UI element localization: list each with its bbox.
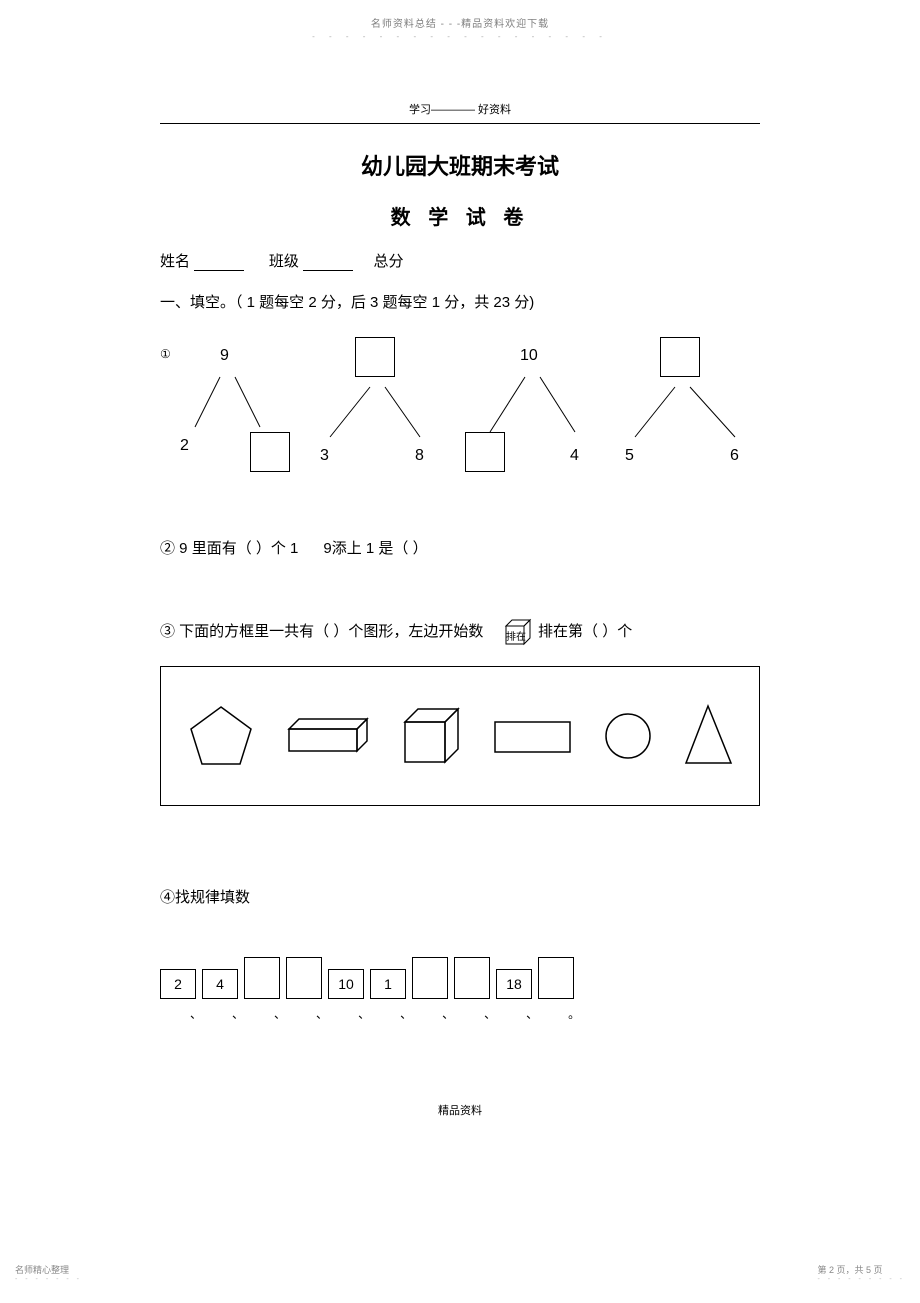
- class-label: 班级: [269, 253, 299, 270]
- sep: 、: [274, 1005, 286, 1022]
- tree1-box: [250, 432, 290, 472]
- tree2-right: 8: [415, 447, 424, 465]
- sub-right: 好资料: [475, 104, 511, 116]
- score-label: 总分: [374, 253, 404, 270]
- svg-text:排在: 排在: [506, 630, 526, 643]
- bottom-left: 名师精心整理 - - - - - - -: [15, 1263, 82, 1283]
- tree4-box: [660, 337, 700, 377]
- q3: ③ 下面的方框里一共有（ ）个图形，左边开始数 排在 排在第（ ）个: [160, 618, 760, 806]
- triangle-icon: [681, 701, 736, 771]
- rectangle-icon: [490, 714, 575, 759]
- tree4-left: 5: [625, 447, 634, 465]
- marker-2: ②: [160, 540, 175, 557]
- tree1-top: 9: [220, 347, 229, 365]
- small-cube-icon: 排在: [504, 618, 534, 646]
- bottom-right-text: 第 2 页，共 5 页: [817, 1263, 905, 1276]
- sep: 、: [526, 1005, 538, 1022]
- tree1-left: 2: [180, 437, 189, 455]
- q2: ② 9 里面有（ ）个 1 9添上 1 是（ ）: [160, 537, 760, 558]
- q3-text1: 下面的方框里一共有（ ）个图形，左边开始数: [175, 623, 483, 640]
- footer-center: 精品资料: [160, 1102, 760, 1118]
- subheader: 学习———— 好资料: [160, 101, 760, 123]
- top-header: 名师资料总结 - - -精品资料欢迎下载: [0, 0, 920, 30]
- q4-text: 找规律填数: [175, 889, 250, 906]
- marker-3: ③: [160, 623, 175, 640]
- seq-box-2: [244, 957, 280, 999]
- bottom-left-dots: - - - - - - -: [15, 1276, 82, 1283]
- seq-box-7: [454, 957, 490, 999]
- tree2-left: 3: [320, 447, 329, 465]
- tree4-lines: [620, 382, 750, 452]
- name-label: 姓名: [160, 253, 190, 270]
- bottom-left-text: 名师精心整理: [15, 1263, 82, 1276]
- sep-end: 。: [568, 1005, 580, 1022]
- circle-icon: [601, 709, 656, 764]
- sep: 、: [190, 1005, 202, 1022]
- sep: 、: [316, 1005, 328, 1022]
- seq-box-4: 10: [328, 969, 364, 999]
- tree2-box: [355, 337, 395, 377]
- header-rule: [160, 123, 760, 124]
- seq-box-0: 2: [160, 969, 196, 999]
- bottom-right-dots: - - - - - - - - -: [817, 1276, 905, 1283]
- tree3-box: [465, 432, 505, 472]
- info-line: 姓名 班级 总分: [160, 250, 760, 271]
- tree4-right: 6: [730, 447, 739, 465]
- seq-box-8: 18: [496, 969, 532, 999]
- cuboid-icon: [284, 711, 374, 761]
- seq-box-5: 1: [370, 969, 406, 999]
- sep: 、: [484, 1005, 496, 1022]
- sep: 、: [232, 1005, 244, 1022]
- tree3-right: 4: [570, 447, 579, 465]
- name-blank: [194, 270, 244, 271]
- page-content: 学习———— 好资料 幼儿园大班期末考试 数 学 试 卷 姓名 班级 总分 一、…: [160, 41, 760, 1118]
- sub-title: 数 学 试 卷: [160, 201, 760, 230]
- sep: 、: [442, 1005, 454, 1022]
- shapes-box: [160, 666, 760, 806]
- pentagon-icon: [184, 699, 259, 774]
- bottom-right: 第 2 页，共 5 页 - - - - - - - - -: [817, 1263, 905, 1283]
- section1-heading: 一、填空。（ 1 题每空 2 分，后 3 题每空 1 分，共 23 分): [160, 291, 760, 312]
- q1-container: ① 9 2 3 8 10 4 5 6: [160, 337, 760, 517]
- q4-sequence: 2 4 10 1 18: [160, 957, 760, 999]
- class-blank: [303, 270, 353, 271]
- marker-1: ①: [160, 347, 171, 361]
- sub-left: 学习: [409, 104, 431, 116]
- seq-separators: 、 、 、 、 、 、 、 、 、 。: [190, 1005, 760, 1022]
- sep: 、: [400, 1005, 412, 1022]
- seq-box-1: 4: [202, 969, 238, 999]
- q2-text1: 9 里面有（ ）个 1: [175, 540, 298, 557]
- seq-box-3: [286, 957, 322, 999]
- cube-icon: [400, 704, 465, 769]
- tree2-lines: [315, 382, 435, 452]
- tree3-top: 10: [520, 347, 538, 365]
- q2-text2: 9添上 1 是（ ）: [323, 540, 427, 557]
- marker-4: ④: [160, 889, 175, 906]
- q3-text2: 排在第（ ）个: [538, 623, 632, 640]
- seq-box-6: [412, 957, 448, 999]
- top-dots: - - - - - - - - - - - - - - - - - -: [0, 32, 920, 41]
- sep: 、: [358, 1005, 370, 1022]
- seq-box-9: [538, 957, 574, 999]
- q4: ④找规律填数 2 4 10 1 18 、 、 、 、 、 、 、 、 、 。: [160, 886, 760, 1022]
- main-title: 幼儿园大班期末考试: [160, 149, 760, 181]
